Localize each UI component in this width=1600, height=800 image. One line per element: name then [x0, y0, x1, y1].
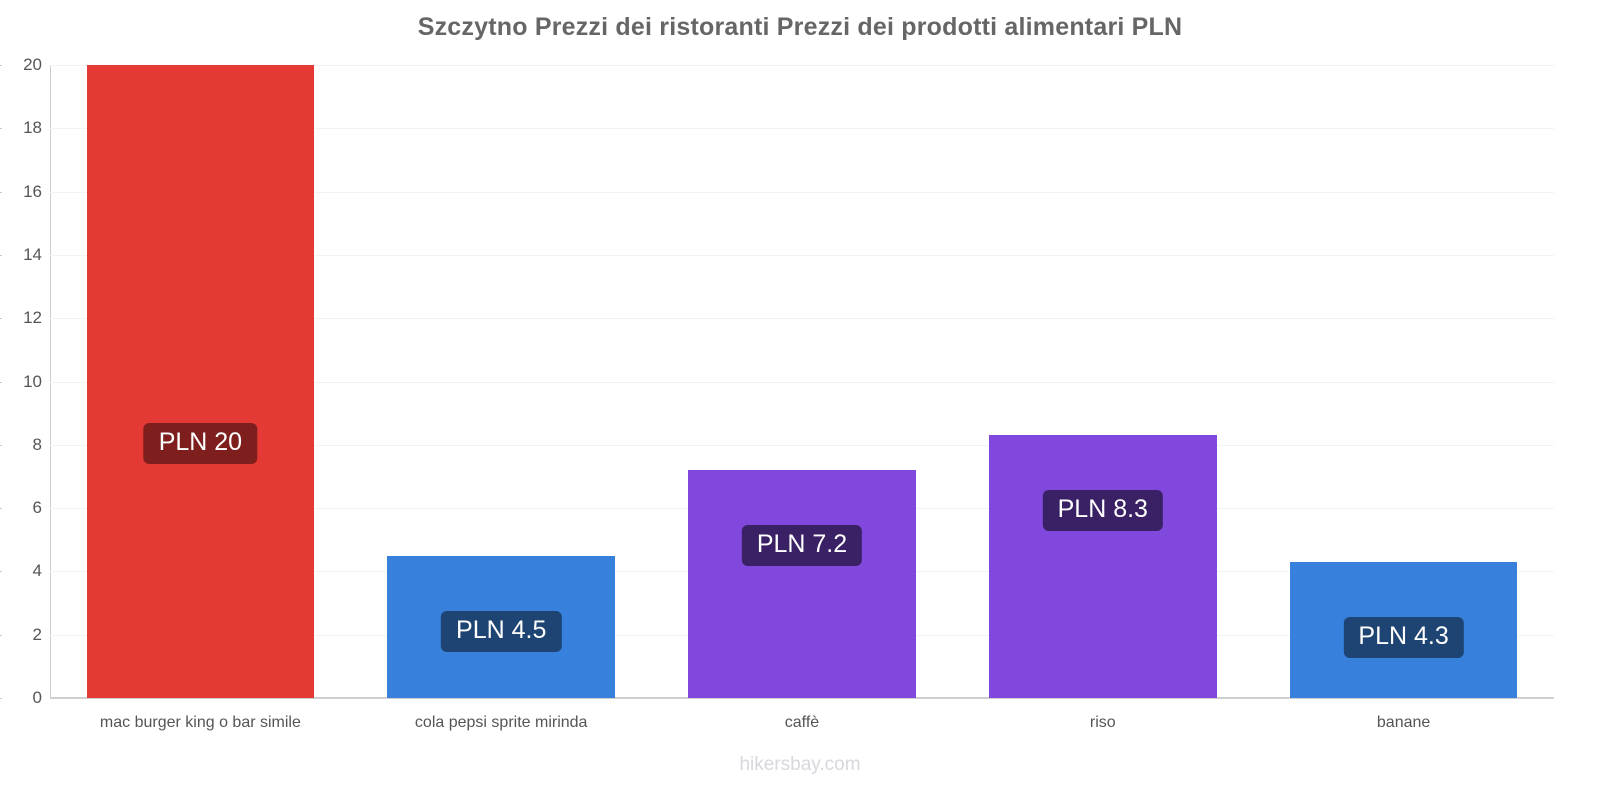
bar-value-label: PLN 20	[143, 422, 258, 464]
plot-area: 0 2 4 6 8 10 12 14 16 18 20 PLN 20 PLN 4.5 PLN 7.2 PL…	[0, 55, 1554, 707]
y-axis-tick-0: 0	[0, 688, 42, 708]
y-axis-tick-12: 12	[0, 308, 42, 328]
y-axis-tick-16: 16	[0, 182, 42, 202]
bar-value-label: PLN 4.3	[1343, 616, 1464, 658]
y-axis-tick-20: 20	[0, 55, 42, 75]
bar[interactable]: PLN 4.3	[1289, 561, 1518, 698]
y-tick-mark-10	[0, 381, 2, 383]
bar-value-label: PLN 4.5	[441, 610, 562, 652]
y-tick-mark-14	[0, 254, 2, 256]
gridline-20	[50, 65, 1554, 66]
gridline-0	[50, 697, 1554, 699]
y-tick-mark-16	[0, 191, 2, 193]
x-axis-label-0: mac burger king o bar simile	[99, 714, 301, 731]
y-axis-tick-18: 18	[0, 118, 42, 138]
y-axis-tick-4: 4	[0, 561, 42, 581]
bar[interactable]: PLN 20	[86, 65, 315, 698]
y-tick-mark-0	[0, 698, 2, 699]
y-axis-tick-10: 10	[0, 372, 42, 392]
bar-value-label: PLN 8.3	[1042, 490, 1163, 532]
y-tick-mark-20	[0, 65, 2, 66]
gridline-12	[50, 318, 1554, 320]
y-tick-mark-18	[0, 128, 2, 130]
x-axis-label-4: banane	[1376, 714, 1431, 731]
y-tick-mark-6	[0, 508, 2, 510]
watermark-text: hikersbay.com	[739, 754, 861, 775]
y-axis-tick-14: 14	[0, 245, 42, 265]
gridline-16	[50, 191, 1554, 193]
y-tick-mark-2	[0, 634, 2, 636]
y-tick-mark-8	[0, 444, 2, 446]
gridline-8	[50, 444, 1554, 446]
page-title: Szczytno Prezzi dei ristoranti Prezzi de…	[417, 13, 1183, 41]
gridline-18	[50, 128, 1554, 130]
gridline-14	[50, 254, 1554, 256]
x-axis-label-3: riso	[1089, 714, 1116, 731]
y-tick-mark-4	[0, 571, 2, 573]
bar[interactable]: PLN 7.2	[688, 470, 916, 698]
gridline-10	[50, 381, 1554, 383]
y-axis-tick-8: 8	[0, 435, 42, 455]
x-axis-label-2: caffè	[784, 714, 820, 731]
y-tick-mark-12	[0, 318, 2, 320]
y-axis-tick-6: 6	[0, 498, 42, 518]
bar[interactable]: PLN 4.5	[387, 555, 616, 698]
bar[interactable]: PLN 8.3	[988, 435, 1217, 698]
bar-value-label: PLN 7.2	[741, 525, 863, 567]
y-axis-tick-2: 2	[0, 625, 42, 645]
x-axis-label-1: cola pepsi sprite mirinda	[414, 714, 588, 731]
